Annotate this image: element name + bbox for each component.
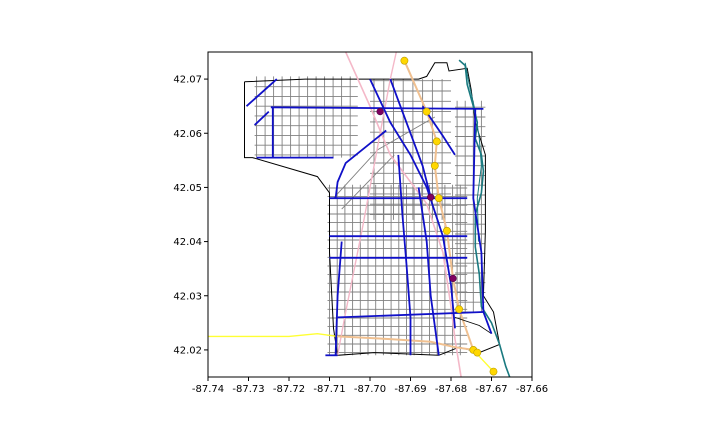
major-road <box>397 154 412 356</box>
x-tick-label: -87.68 <box>435 384 467 395</box>
y-tick-label: 42.02 <box>173 345 202 356</box>
station-marker-yellow <box>400 56 409 65</box>
rail-line-pink <box>344 52 462 377</box>
y-tick-label: 42.05 <box>173 183 202 194</box>
x-tick-label: -87.72 <box>273 384 305 395</box>
rail-line-pink-west <box>336 52 397 356</box>
street-segment <box>333 116 436 199</box>
station-marker-purple <box>376 107 384 116</box>
major-road <box>369 78 456 329</box>
major-road <box>334 241 343 356</box>
city-boundary-layer <box>244 62 501 356</box>
station-marker-yellow <box>455 305 463 314</box>
x-tick-label: -87.74 <box>192 384 224 395</box>
rail-spur <box>454 317 492 335</box>
major-road <box>417 187 440 356</box>
x-tick-label: -87.69 <box>394 384 426 395</box>
map-plot-area <box>207 51 533 378</box>
y-tick-label: 42.04 <box>173 237 202 248</box>
x-tick-label: -87.70 <box>354 384 386 395</box>
major-road <box>245 78 278 107</box>
major-road <box>389 78 432 198</box>
y-axis-ticks: 42.02 42.03 42.04 42.05 42.06 42.07 <box>173 75 208 356</box>
station-marker-purple <box>427 193 435 201</box>
station-marker-yellow <box>442 226 451 235</box>
major-road <box>270 106 484 110</box>
station-marker-yellow <box>434 194 443 203</box>
x-tick-label: -87.67 <box>475 384 507 395</box>
station-marker-yellow <box>432 137 441 146</box>
station-marker-yellow <box>473 348 482 357</box>
stations-layer <box>376 56 498 376</box>
x-tick-label: -87.71 <box>313 384 345 395</box>
x-axis-ticks: -87.74 -87.73 -87.72 -87.71 -87.70 -87.69 -87.… <box>192 377 548 395</box>
x-tick-label: -87.73 <box>232 384 264 395</box>
major-road <box>421 105 456 156</box>
freeway-yellow <box>208 332 338 338</box>
y-tick-label: 42.03 <box>173 291 202 302</box>
station-marker-yellow <box>422 107 431 116</box>
rail-line-tan-south <box>337 335 474 351</box>
y-tick-label: 42.06 <box>173 129 202 140</box>
major-road <box>253 110 270 126</box>
major-road <box>472 108 493 335</box>
y-tick-label: 42.07 <box>173 75 202 86</box>
city-boundary <box>244 62 501 356</box>
x-tick-label: -87.66 <box>516 384 548 395</box>
station-marker-purple <box>449 274 457 283</box>
shoreline-inner <box>464 62 482 242</box>
station-marker-yellow <box>430 161 439 170</box>
station-marker-yellow <box>489 367 498 376</box>
street-segment <box>341 154 395 210</box>
shoreline <box>458 59 511 377</box>
shoreline-layer <box>458 59 511 377</box>
major-road <box>334 129 387 199</box>
